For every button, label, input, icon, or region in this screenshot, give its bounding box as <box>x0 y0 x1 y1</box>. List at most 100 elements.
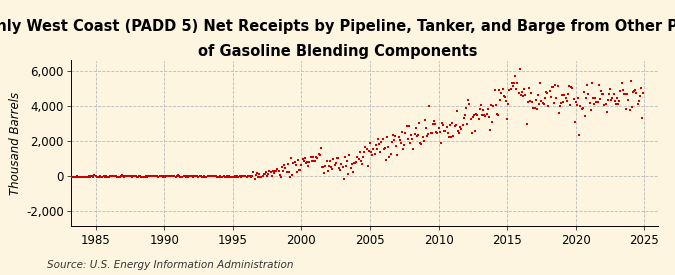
Point <box>598 92 609 97</box>
Point <box>151 174 161 178</box>
Point <box>520 92 531 97</box>
Point <box>637 116 647 120</box>
Point <box>610 102 621 106</box>
Point <box>200 174 211 179</box>
Point <box>229 174 240 179</box>
Point <box>82 174 93 179</box>
Point <box>354 149 365 154</box>
Point <box>624 108 635 112</box>
Point <box>310 158 321 163</box>
Point <box>257 174 268 178</box>
Point <box>335 167 346 172</box>
Point <box>389 138 400 142</box>
Point <box>361 147 372 151</box>
Point <box>446 134 456 139</box>
Point <box>360 144 371 149</box>
Point <box>454 130 464 135</box>
Point <box>416 142 427 147</box>
Point <box>162 174 173 178</box>
Point <box>366 150 377 154</box>
Point <box>369 152 380 156</box>
Point <box>477 113 487 117</box>
Point <box>184 174 194 178</box>
Point <box>572 96 583 101</box>
Point <box>591 99 602 104</box>
Point <box>267 169 278 174</box>
Point <box>244 174 255 178</box>
Point <box>407 136 418 141</box>
Point <box>128 174 138 178</box>
Point <box>109 174 120 179</box>
Point <box>455 125 466 129</box>
Point <box>315 146 326 150</box>
Point <box>490 103 501 107</box>
Point <box>559 93 570 97</box>
Point <box>435 141 446 145</box>
Point <box>554 104 565 109</box>
Point <box>397 130 408 134</box>
Point <box>109 174 119 178</box>
Point <box>236 174 247 179</box>
Point <box>638 91 649 95</box>
Point <box>510 74 520 78</box>
Point <box>176 174 187 179</box>
Point <box>72 174 82 179</box>
Point <box>142 175 153 179</box>
Point <box>556 101 566 105</box>
Point <box>396 141 406 145</box>
Point <box>333 156 344 160</box>
Point <box>240 174 250 178</box>
Point <box>300 156 310 161</box>
Point <box>418 139 429 143</box>
Point <box>202 174 213 178</box>
Point <box>232 174 243 179</box>
Point <box>497 87 508 91</box>
Point <box>620 92 630 97</box>
Point <box>433 126 444 130</box>
Point <box>247 174 258 178</box>
Point <box>143 174 154 178</box>
Point <box>64 175 75 179</box>
Point <box>70 175 80 179</box>
Point <box>272 167 283 171</box>
Point <box>600 101 611 106</box>
Point <box>448 133 459 138</box>
Point <box>518 94 529 98</box>
Point <box>597 91 608 96</box>
Point <box>485 128 495 133</box>
Point <box>363 148 374 153</box>
Point <box>68 175 79 179</box>
Point <box>277 165 288 170</box>
Point <box>244 174 254 178</box>
Point <box>146 174 157 178</box>
Point <box>479 113 490 117</box>
Point <box>241 175 252 179</box>
Point <box>328 157 339 161</box>
Point <box>302 160 313 164</box>
Point <box>305 155 316 159</box>
Point <box>494 88 505 93</box>
Point <box>519 87 530 92</box>
Point <box>412 133 423 137</box>
Point <box>163 174 174 178</box>
Point <box>81 174 92 179</box>
Point <box>188 174 199 179</box>
Point <box>502 117 512 121</box>
Point <box>613 102 624 107</box>
Point <box>117 173 128 178</box>
Point <box>471 112 482 116</box>
Text: Source: U.S. Energy Information Administration: Source: U.S. Energy Information Administ… <box>47 260 294 270</box>
Point <box>460 112 470 117</box>
Point <box>315 153 325 158</box>
Point <box>159 174 169 179</box>
Point <box>362 164 373 169</box>
Point <box>323 164 334 168</box>
Point <box>543 104 554 109</box>
Point <box>90 174 101 178</box>
Point <box>248 170 259 175</box>
Point <box>333 166 344 170</box>
Point <box>234 174 245 178</box>
Point <box>595 97 605 102</box>
Point <box>255 175 266 180</box>
Point <box>83 174 94 178</box>
